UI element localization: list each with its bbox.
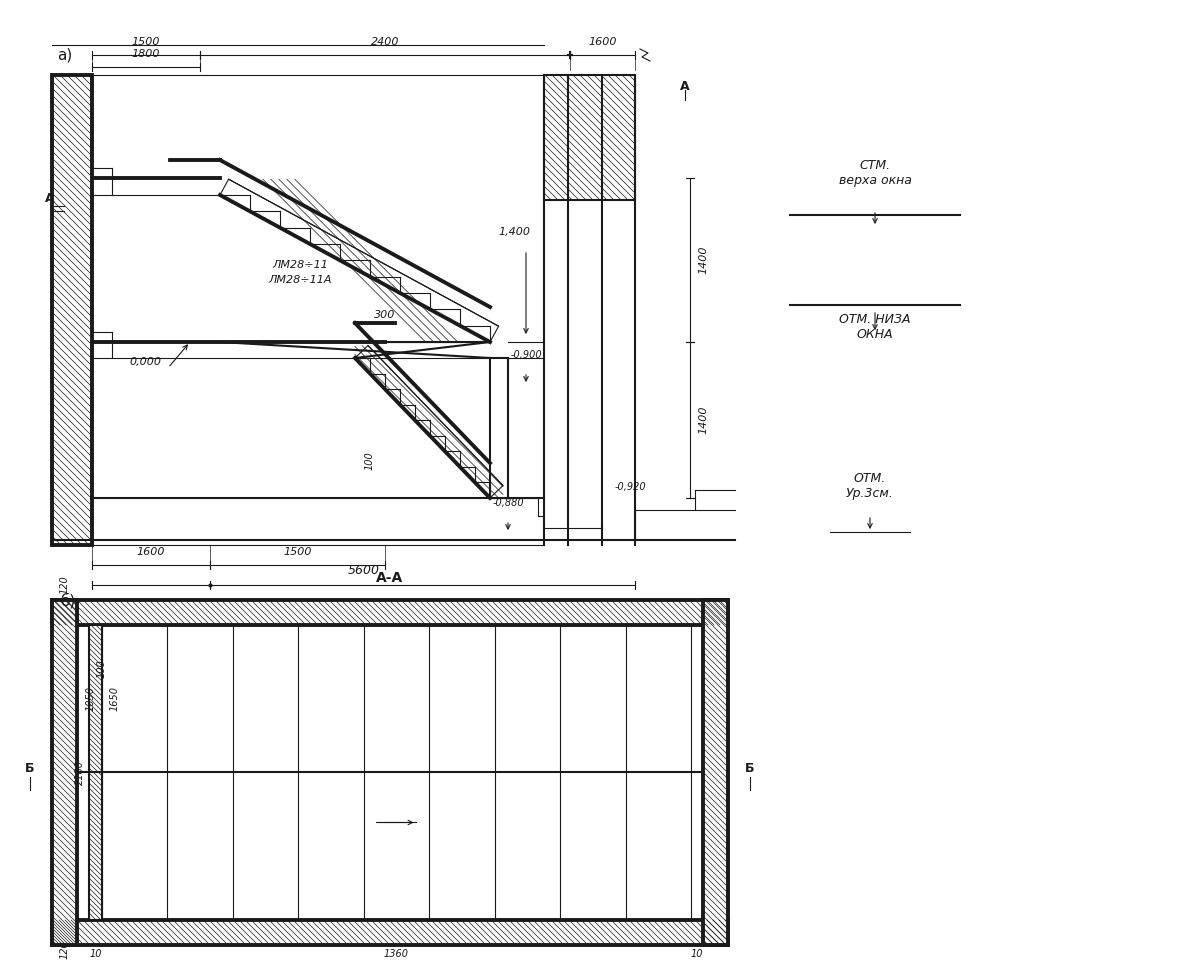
Text: СТМ.
верха окна: СТМ. верха окна [839,159,912,187]
Text: б): б) [60,592,75,608]
Text: -0,880: -0,880 [492,498,523,508]
Text: 1400: 1400 [698,246,707,274]
Text: А-А: А-А [376,571,404,585]
Bar [53,75,92,545]
Bar [53,600,728,625]
Text: 2180: 2180 [75,760,85,785]
Text: ОТМ.
Ур.3см.: ОТМ. Ур.3см. [846,472,894,500]
Text: 0,000: 0,000 [129,357,161,367]
Text: 1,400: 1,400 [498,227,531,237]
Text: 1600: 1600 [588,37,617,47]
Text: ЛМ28÷11А: ЛМ28÷11А [268,275,332,285]
Text: 5600: 5600 [348,564,380,577]
Text: Б: Б [25,762,35,776]
Text: 120: 120 [60,575,69,594]
Text: Б: Б [746,762,755,776]
Text: А: А [45,191,55,205]
Text: 1650: 1650 [110,686,120,711]
Bar [53,600,76,945]
Text: 1600: 1600 [136,547,165,557]
Bar [544,75,635,200]
Text: 1800: 1800 [131,49,160,59]
Text: 300: 300 [374,310,396,320]
Text: 100: 100 [97,659,108,678]
Text: 10: 10 [90,949,102,959]
Text: 100: 100 [364,452,375,470]
Text: ЛМ28÷11: ЛМ28÷11 [272,260,327,270]
Bar [53,920,728,945]
Text: a): a) [57,48,72,63]
Bar [88,625,102,920]
Text: -0,920: -0,920 [614,482,645,492]
Text: 1360: 1360 [384,949,409,959]
Text: -0,900: -0,900 [510,350,541,360]
Text: А: А [680,80,690,93]
Text: 1400: 1400 [698,406,707,434]
Text: 2400: 2400 [370,37,399,47]
Bar [703,600,728,945]
Text: 120: 120 [60,940,69,959]
Text: 10: 10 [691,949,703,959]
Text: 1050: 1050 [86,686,96,711]
Text: ОТМ. НИЗА
ОКНА: ОТМ. НИЗА ОКНА [839,313,911,341]
Text: 1500: 1500 [283,547,312,557]
Text: 1500: 1500 [131,37,160,47]
